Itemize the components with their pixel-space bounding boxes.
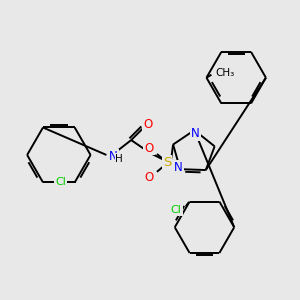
Text: H: H: [116, 154, 123, 164]
Text: N: N: [174, 161, 183, 174]
Text: O: O: [144, 142, 154, 154]
Text: O: O: [144, 171, 154, 184]
Text: Cl: Cl: [55, 177, 66, 188]
Text: CH₃: CH₃: [215, 68, 235, 78]
Text: N: N: [191, 127, 200, 140]
Text: O: O: [143, 118, 153, 131]
Text: Cl: Cl: [171, 206, 182, 215]
Text: N: N: [109, 150, 118, 164]
Text: S: S: [163, 156, 171, 170]
